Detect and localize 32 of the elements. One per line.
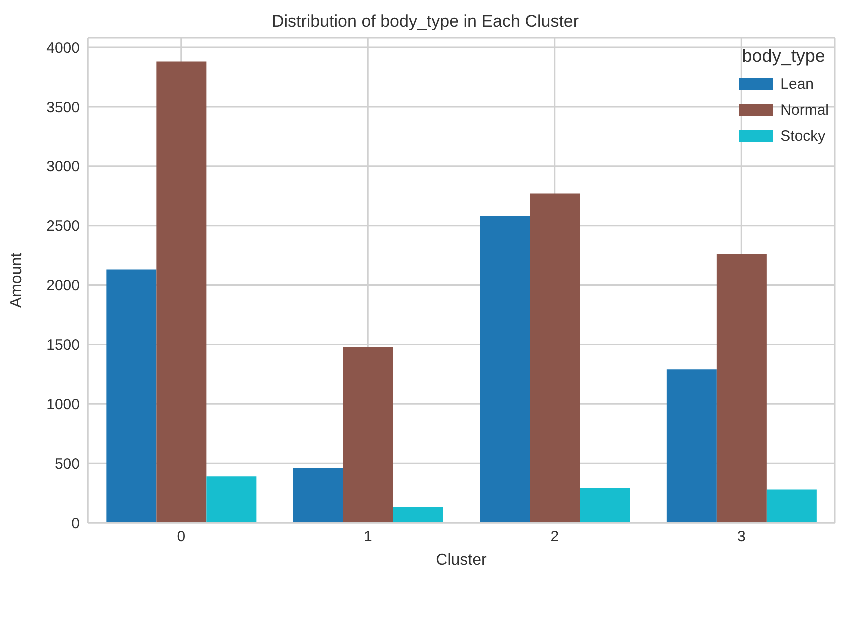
x-tick-label: 0 [177, 528, 186, 546]
bar [343, 347, 394, 523]
x-axis-title: Cluster [436, 552, 488, 569]
bar [106, 270, 157, 523]
legend-label: Normal [780, 102, 829, 118]
y-tick-label: 3500 [46, 99, 80, 116]
y-tick-label: 500 [54, 456, 80, 473]
legend-label: Lean [780, 76, 814, 92]
y-tick-label: 2000 [46, 278, 80, 295]
bar [393, 508, 444, 523]
chart-title: Distribution of body_type in Each Cluster [270, 12, 580, 32]
y-tick-label: 1000 [46, 396, 80, 414]
y-tick-label: 3000 [46, 158, 80, 176]
y-tick-label: 0 [72, 515, 80, 532]
y-tick-label: 1500 [46, 337, 80, 354]
bar [206, 476, 257, 523]
bar [766, 490, 817, 523]
y-axis-title: Amount [8, 252, 26, 308]
bar [530, 194, 580, 523]
legend-title: body_type [741, 46, 826, 67]
y-tick-label: 2500 [46, 218, 80, 236]
x-tick-label: 1 [364, 528, 372, 546]
bar [293, 468, 344, 523]
bar [580, 488, 630, 523]
x-tick-label: 2 [550, 528, 560, 546]
x-tick-label: 3 [737, 528, 746, 546]
bar [666, 370, 717, 523]
bar [716, 254, 767, 523]
y-tick-label: 4000 [46, 40, 80, 57]
bar [480, 216, 530, 523]
legend-label: Stocky [780, 128, 826, 144]
bar [156, 62, 207, 523]
